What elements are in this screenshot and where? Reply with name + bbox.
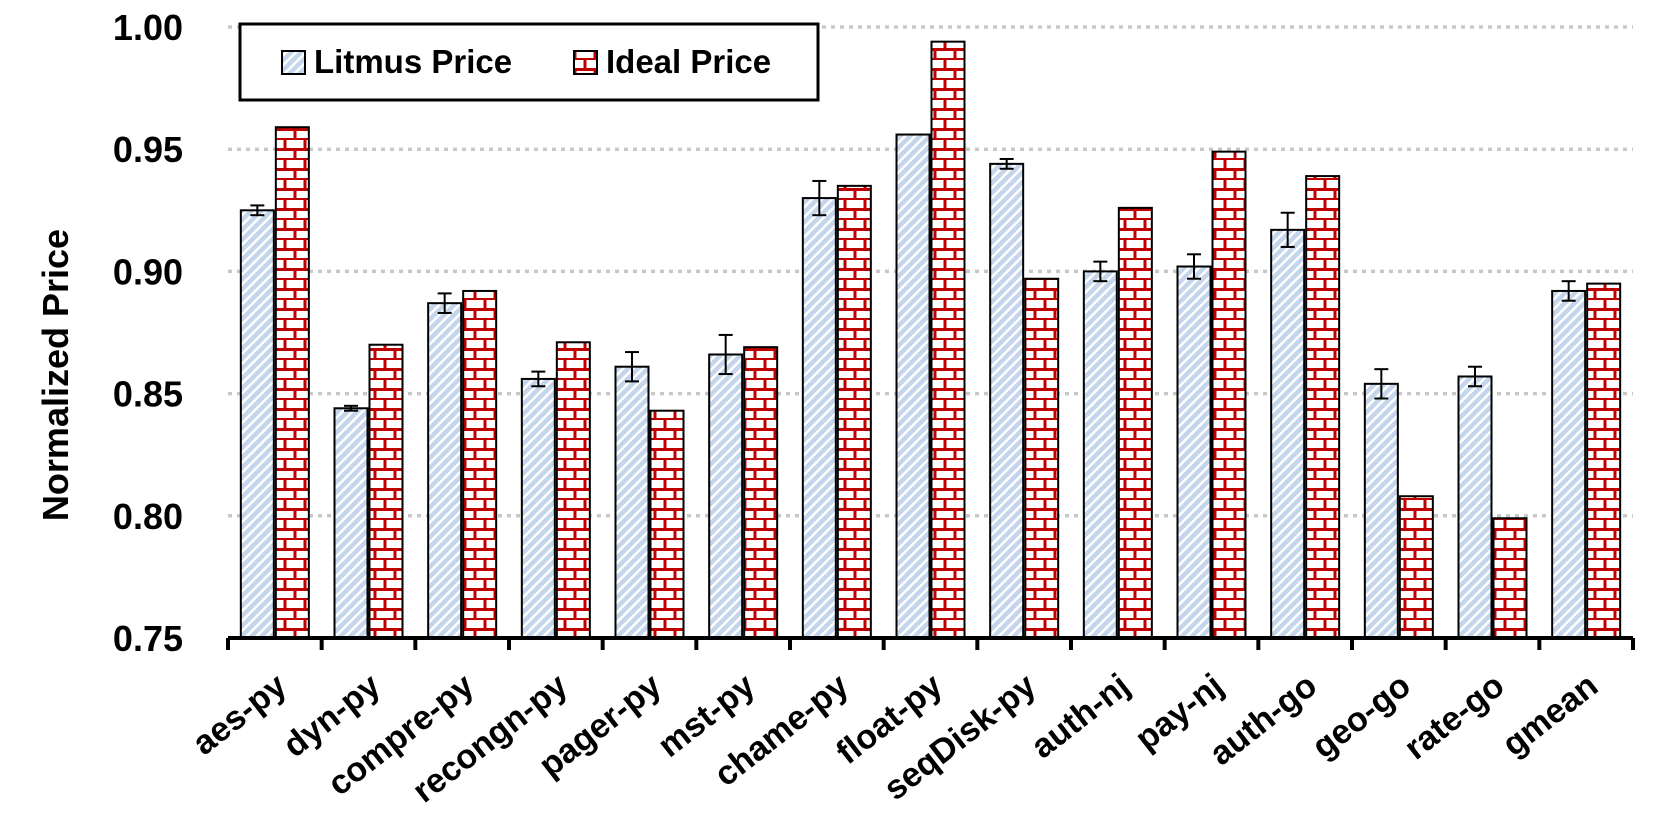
bar-litmus-price [520, 377, 556, 639]
bar-litmus-price [708, 353, 744, 639]
error-bar [1468, 365, 1482, 388]
x-tick-label: rate-go [1397, 666, 1511, 767]
x-tick-label: auth-nj [1024, 666, 1137, 766]
bar-ideal-price [649, 409, 685, 640]
bar-ideal-price [1211, 150, 1247, 639]
bar-ideal-price [930, 40, 966, 639]
error-bar [1093, 260, 1108, 283]
error-bar [344, 404, 358, 412]
y-tick-label: 1.00 [113, 7, 183, 48]
error-bar [250, 204, 265, 217]
error-bar [718, 333, 733, 376]
error-bar [812, 179, 827, 217]
bar-litmus-price [895, 133, 931, 639]
bar-litmus-price [1363, 382, 1399, 639]
x-tick-label: aes-py [185, 666, 293, 762]
bar-litmus-price [1551, 289, 1587, 639]
bar-ideal-price [368, 343, 404, 639]
error-bar [1280, 211, 1295, 248]
y-tick-label: 0.90 [113, 251, 183, 292]
bar-ideal-price [462, 289, 498, 639]
bar-ideal-price [1117, 206, 1153, 640]
y-tick-label: 0.80 [113, 496, 183, 537]
error-bar [1374, 368, 1389, 400]
bar-ideal-price [274, 126, 310, 639]
bar-litmus-price [1457, 375, 1493, 639]
legend-box [238, 22, 820, 102]
error-bar [437, 292, 452, 314]
bars [239, 40, 1622, 640]
y-axis-label: Normalized Price [35, 229, 76, 521]
error-bar [531, 370, 546, 388]
legend-label-litmus: Litmus Price [314, 43, 512, 80]
bar-ideal-price [1492, 517, 1528, 640]
error-bar [1187, 253, 1201, 280]
bar-litmus-price [614, 365, 650, 639]
x-tick-label: gmean [1495, 666, 1605, 763]
error-bar [1561, 280, 1576, 302]
legend-label-ideal: Ideal Price [606, 43, 771, 80]
bar-ideal-price [1305, 175, 1341, 639]
bar-litmus-price [1082, 270, 1118, 639]
bar-ideal-price [1398, 495, 1434, 639]
bar-ideal-price [555, 341, 591, 639]
bar-ideal-price [743, 346, 779, 639]
bar-litmus-price [801, 197, 837, 640]
bar-ideal-price [1586, 282, 1622, 639]
y-tick-label: 0.75 [113, 618, 183, 659]
bar-litmus-price [333, 407, 369, 639]
bar-ideal-price [836, 184, 872, 640]
legend-swatch-litmus [281, 50, 306, 75]
x-tick-label: geo-go [1305, 666, 1418, 766]
y-tick-label: 0.85 [113, 374, 183, 415]
error-bar [625, 351, 639, 383]
y-tick-label: 0.95 [113, 129, 183, 170]
error-bar [999, 157, 1014, 170]
bar-litmus-price [989, 162, 1025, 639]
legend: Litmus Price Ideal Price [238, 22, 820, 102]
bar-litmus-price [1176, 265, 1212, 639]
bar-litmus-price [427, 302, 463, 639]
bar-ideal-price [1024, 277, 1060, 639]
bar-litmus-price [1270, 228, 1306, 640]
bar-litmus-price [239, 209, 275, 640]
x-tick-label: auth-go [1202, 666, 1324, 773]
legend-swatch-ideal [573, 50, 598, 75]
